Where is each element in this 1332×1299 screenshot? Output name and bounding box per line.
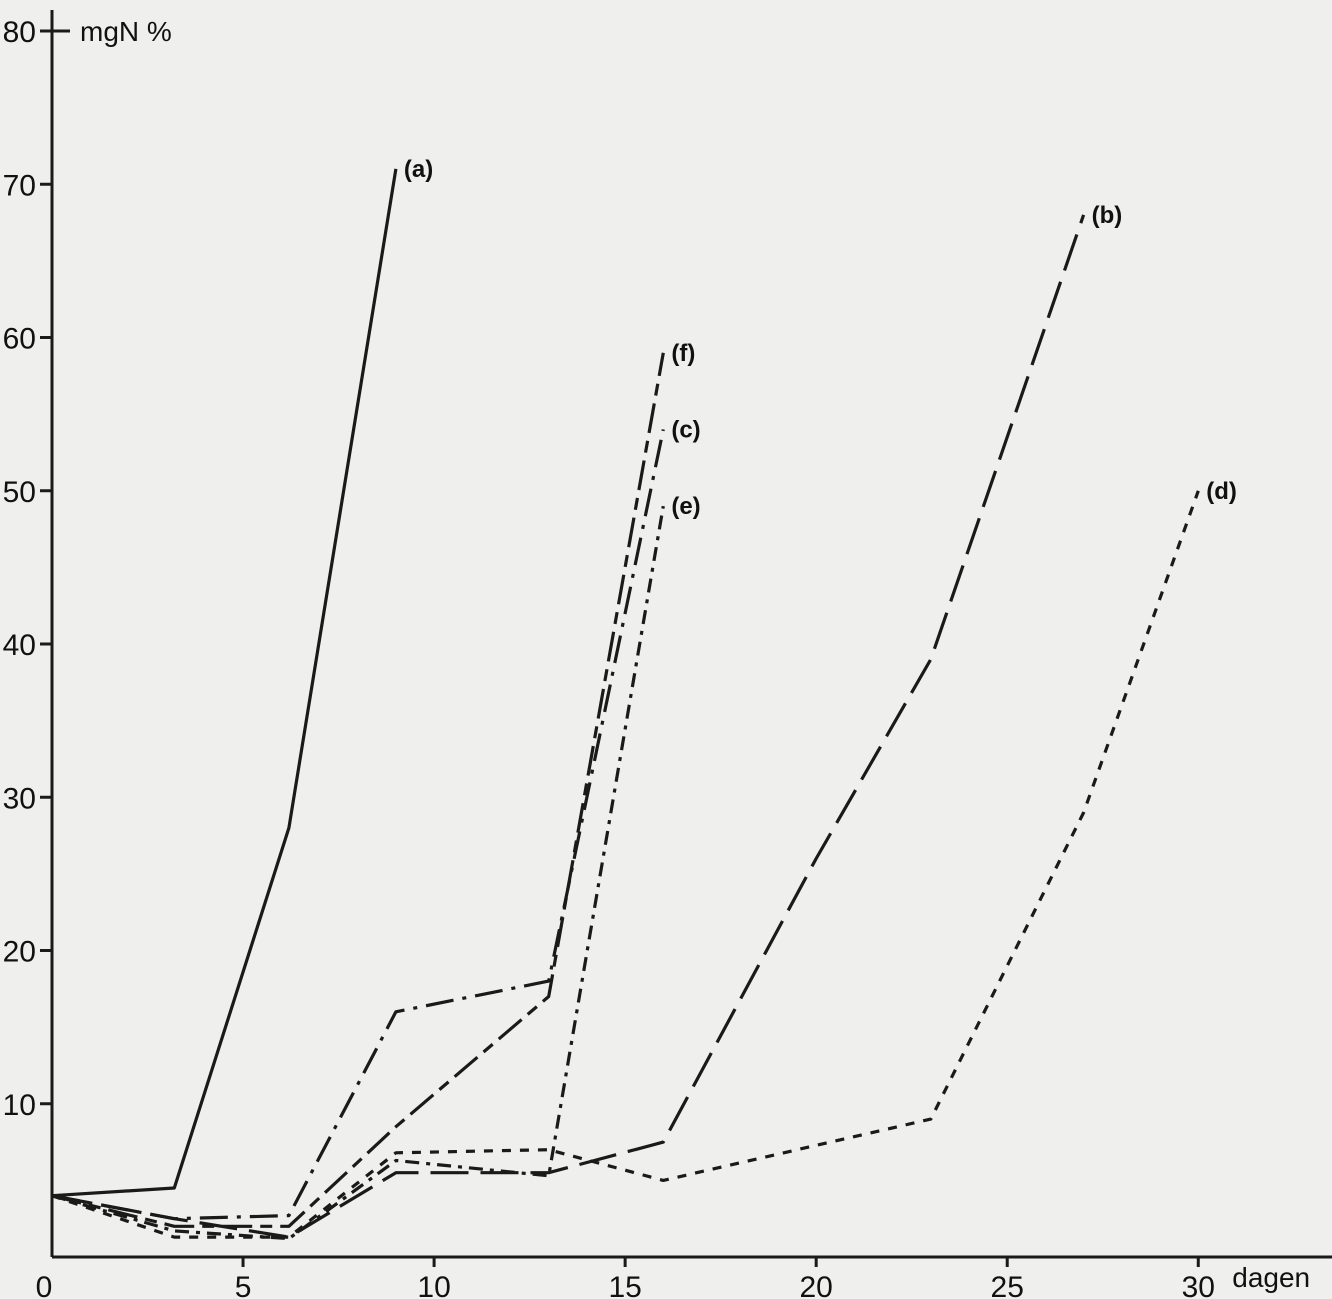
series-label-d: (d) [1206, 478, 1237, 505]
series-line-f [51, 352, 665, 1228]
x-tick-label: 0 [36, 1271, 53, 1299]
series-line-c [51, 429, 665, 1221]
series-label-a: (a) [404, 156, 433, 183]
y-tick-label: 70 [3, 169, 36, 202]
y-tick-label: 30 [3, 782, 36, 815]
x-tick-label: 25 [991, 1271, 1024, 1299]
series-line-d [51, 490, 1200, 1239]
series-label-e: (e) [671, 493, 700, 520]
x-axis-label: dagen [1232, 1262, 1310, 1293]
y-tick-label: 80 [3, 16, 36, 49]
x-tick-label: 15 [608, 1271, 641, 1299]
y-ticks: 10 20 30 40 50 60 70 80 [3, 16, 52, 1122]
x-ticks: 0 5 10 15 20 25 30 [36, 1257, 1215, 1299]
axes [50, 10, 1332, 1259]
series-label-c: (c) [671, 416, 700, 443]
series-labels: (a) (b) (c) (d) (e) (f) [404, 156, 1237, 520]
y-tick-label: 40 [3, 629, 36, 662]
y-tick-label: 60 [3, 323, 36, 356]
x-tick-label: 20 [799, 1271, 832, 1299]
series-label-b: (b) [1092, 202, 1123, 229]
series-group [51, 168, 1200, 1241]
series-label-f: (f) [671, 340, 695, 367]
series-line-e [51, 505, 665, 1241]
x-tick-label: 30 [1182, 1271, 1215, 1299]
y-tick-label: 10 [3, 1089, 36, 1122]
x-tick-label: 10 [417, 1271, 450, 1299]
x-tick-label: 5 [235, 1271, 252, 1299]
series-line-a [51, 168, 398, 1198]
y-axis-label: mgN % [80, 16, 172, 47]
y-tick-label: 50 [3, 476, 36, 509]
y-tick-label: 20 [3, 936, 36, 969]
